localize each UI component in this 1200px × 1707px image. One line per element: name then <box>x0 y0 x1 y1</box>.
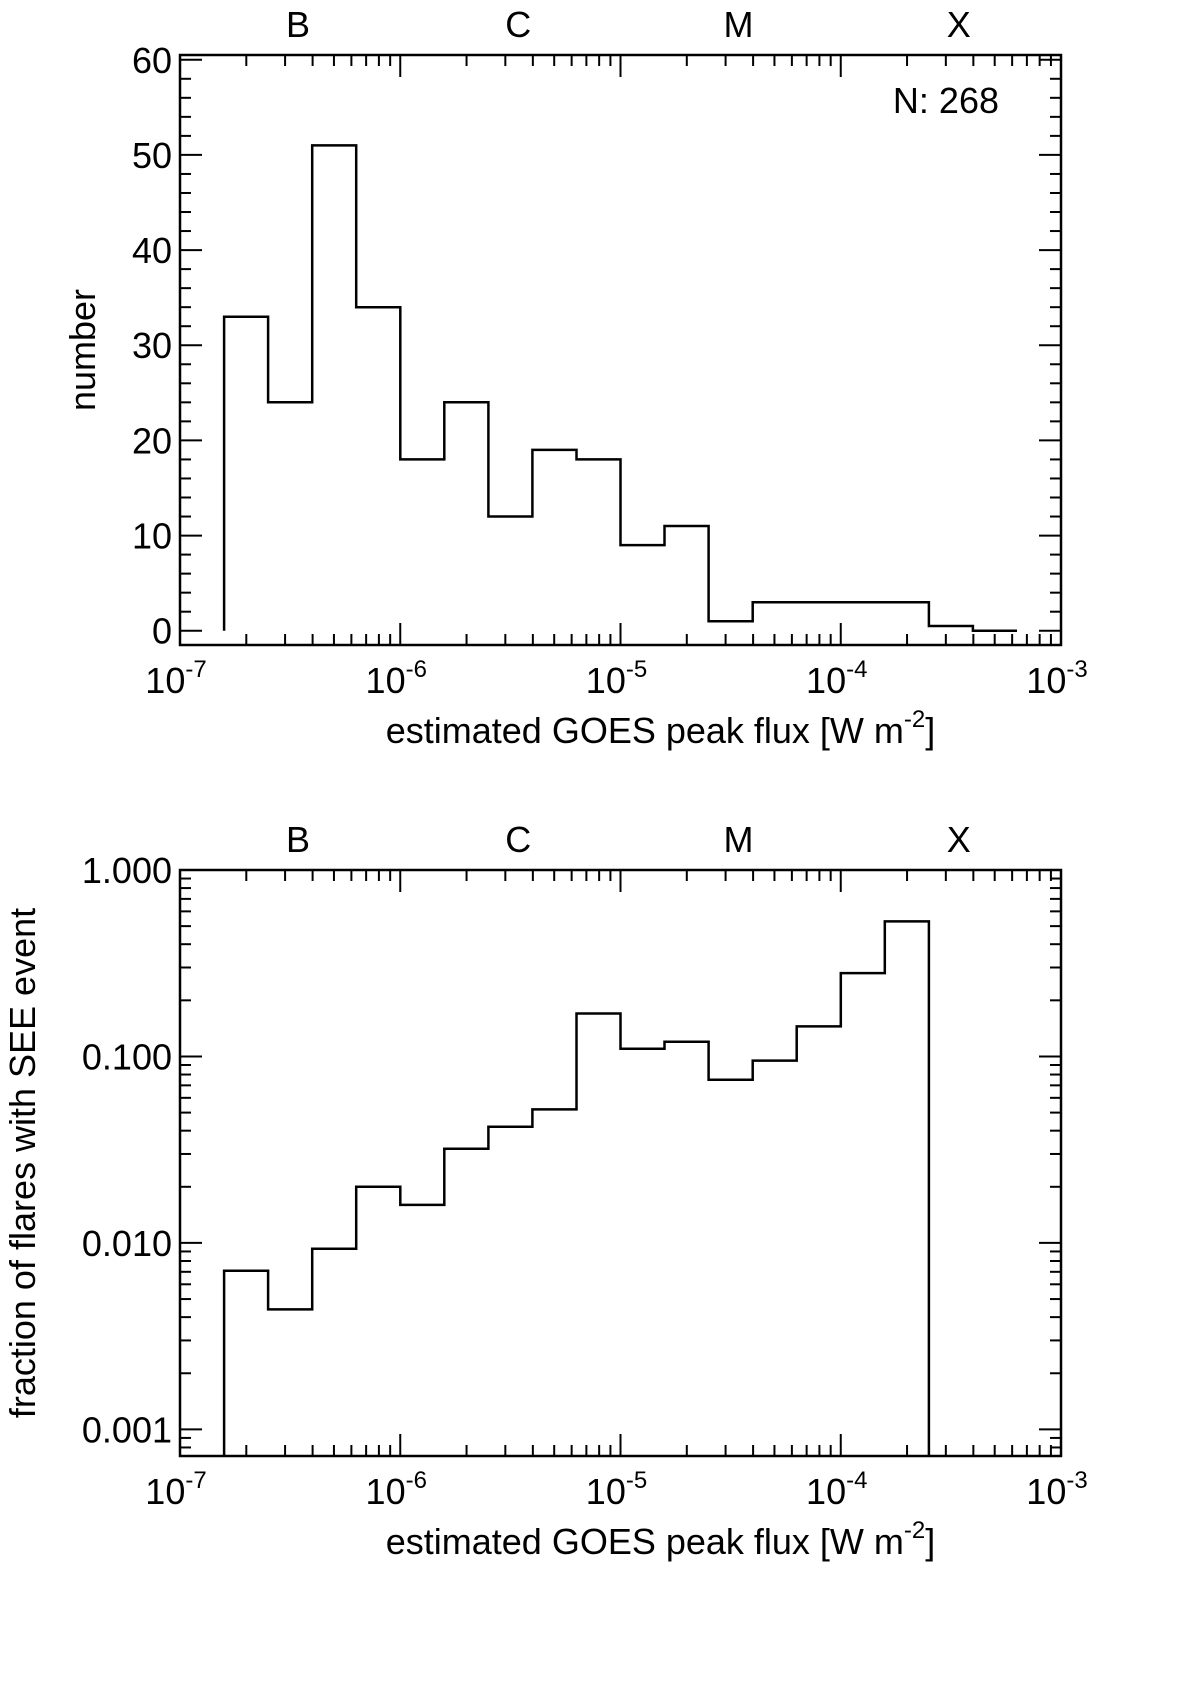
goes-class-label: B <box>286 4 310 45</box>
histogram-bin <box>224 317 268 631</box>
histogram-bin <box>532 1109 576 1456</box>
goes-class-label: X <box>947 819 971 860</box>
x-tick-label: 10-5 <box>586 1467 647 1512</box>
y-tick-label: 10 <box>132 516 172 557</box>
histogram-bin <box>753 602 797 631</box>
goes-class-label: B <box>286 819 310 860</box>
y-tick-label: 0.100 <box>82 1036 172 1077</box>
y-axis-title: number <box>62 289 103 411</box>
x-axis-title: estimated GOES peak flux [W m-2] <box>386 1517 936 1562</box>
y-tick-label: 0.001 <box>82 1409 172 1450</box>
histogram-bin <box>356 307 400 631</box>
histogram-bin <box>753 1061 797 1456</box>
histogram-bin <box>841 602 885 631</box>
y-tick-label: 0.010 <box>82 1223 172 1264</box>
goes-class-label: C <box>505 819 531 860</box>
histogram-bin <box>885 602 929 631</box>
y-tick-label: 1.000 <box>82 850 172 891</box>
histogram-bin <box>224 1271 268 1456</box>
histogram-bin <box>488 1127 532 1456</box>
histogram-bin <box>621 545 665 631</box>
x-tick-label: 10-3 <box>1026 656 1087 701</box>
x-tick-label: 10-4 <box>806 656 867 701</box>
top-panel-number-histogram: 10-7 10-6 10-5 10-4 10-3 0 10 20 30 40 50 60 B C M Xest… <box>62 4 1088 751</box>
histogram-bin <box>356 1187 400 1456</box>
x-tick-label: 10-7 <box>145 1467 206 1512</box>
histogram-bin <box>797 1026 841 1456</box>
x-tick-label: 10-4 <box>806 1467 867 1512</box>
histogram-bin <box>797 602 841 631</box>
histogram-bin <box>576 459 620 630</box>
histogram-bin <box>268 1309 312 1456</box>
histogram-bin <box>576 1013 620 1456</box>
histogram-bin <box>312 145 356 630</box>
goes-class-label: M <box>724 819 754 860</box>
x-tick-label: 10-6 <box>366 656 427 701</box>
histogram-bin <box>621 1049 665 1456</box>
histogram-bin <box>709 1080 753 1456</box>
histogram-bin <box>885 921 929 1456</box>
goes-class-label: C <box>505 4 531 45</box>
count-annotation: N: 268 <box>893 80 999 121</box>
goes-class-label: X <box>947 4 971 45</box>
histogram-bin <box>709 621 753 631</box>
histogram-bin <box>665 1042 709 1456</box>
y-tick-label: 40 <box>132 230 172 271</box>
histogram-line <box>222 144 1017 632</box>
histogram-bin <box>268 402 312 630</box>
x-tick-label: 10-7 <box>145 656 206 701</box>
histogram-bin <box>312 1249 356 1456</box>
histogram-bin <box>400 1205 444 1456</box>
histogram-bin <box>444 402 488 630</box>
y-tick-label: 50 <box>132 135 172 176</box>
x-tick-label: 10-3 <box>1026 1467 1087 1512</box>
x-tick-label: 10-6 <box>366 1467 427 1512</box>
histogram-line <box>222 920 931 1456</box>
histogram-bin <box>444 1149 488 1456</box>
histogram-bin <box>841 973 885 1456</box>
y-tick-label: 60 <box>132 40 172 81</box>
bottom-panel-see-fraction-histogram: 10-7 10-6 10-5 10-4 10-3 0.001 0.010 0.100 1.000… <box>2 819 1088 1562</box>
x-axis-title: estimated GOES peak flux [W m-2] <box>386 706 936 751</box>
y-tick-label: 20 <box>132 420 172 461</box>
histogram-bin <box>929 626 973 631</box>
x-tick-label: 10-5 <box>586 656 647 701</box>
histogram-bin <box>400 459 444 630</box>
goes-class-label: M <box>724 4 754 45</box>
y-axis-title: fraction of flares with SEE event <box>2 908 43 1418</box>
histogram-bin <box>665 526 709 631</box>
histogram-bin <box>532 450 576 631</box>
y-tick-label: 30 <box>132 325 172 366</box>
y-tick-label: 0 <box>152 611 172 652</box>
histogram-bin <box>488 517 532 631</box>
